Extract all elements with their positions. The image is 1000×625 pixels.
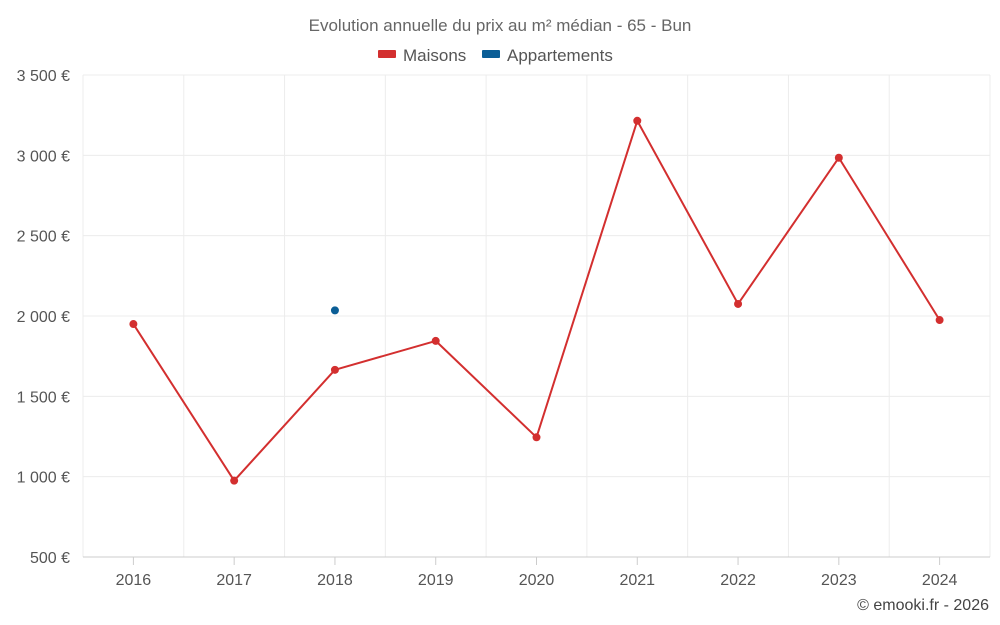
y-tick-label: 3 500 € <box>17 68 70 85</box>
credit-text: © emooki.fr - 2026 <box>857 597 989 614</box>
x-tick-label: 2017 <box>216 572 252 589</box>
series <box>129 116 944 485</box>
x-tick-label: 2020 <box>519 572 555 589</box>
data-point-maisons-2021[interactable] <box>633 116 642 125</box>
y-tick-label: 2 500 € <box>17 229 70 246</box>
legend-item-appartements[interactable]: Appartements <box>482 46 613 65</box>
data-point-maisons-2022[interactable] <box>734 299 743 308</box>
chart-title: Evolution annuelle du prix au m² médian … <box>309 16 692 35</box>
data-point-maisons-2016[interactable] <box>129 320 138 329</box>
y-tick-label: 3 000 € <box>17 148 70 165</box>
x-axis-ticks: 2016 2017 2018 2019 2020 2021 2022 2023 2024 <box>116 557 958 589</box>
y-tick-label: 1 000 € <box>17 470 70 487</box>
data-point-maisons-2024[interactable] <box>935 316 944 325</box>
data-point-maisons-2018[interactable] <box>330 365 339 374</box>
legend-swatch-maisons <box>378 50 396 58</box>
x-tick-label: 2023 <box>821 572 857 589</box>
data-point-maisons-2019[interactable] <box>431 336 440 345</box>
x-tick-label: 2018 <box>317 572 353 589</box>
y-tick-label: 500 € <box>30 550 70 567</box>
x-tick-label: 2016 <box>116 572 152 589</box>
data-point-maisons-2017[interactable] <box>230 476 239 485</box>
data-point-maisons-2023[interactable] <box>834 153 843 162</box>
data-point-appartements-2018[interactable] <box>330 306 339 315</box>
legend-label-maisons[interactable]: Maisons <box>403 46 466 65</box>
legend-label-appartements[interactable]: Appartements <box>507 46 613 65</box>
series-line-maisons <box>132 119 941 482</box>
y-tick-label: 2 000 € <box>17 309 70 326</box>
legend-swatch-appartements <box>482 50 500 58</box>
data-point-maisons-2020[interactable] <box>532 433 541 442</box>
y-axis-ticks: 500 € 1 000 € 1 500 € 2 000 € 2 500 € 3 000 €… <box>17 68 70 567</box>
x-tick-label: 2021 <box>619 572 655 589</box>
y-tick-label: 1 500 € <box>17 389 70 406</box>
x-tick-label: 2024 <box>922 572 958 589</box>
x-tick-label: 2022 <box>720 572 756 589</box>
legend-item-maisons[interactable]: Maisons <box>378 46 466 65</box>
gridlines <box>82 74 991 558</box>
x-tick-label: 2019 <box>418 572 454 589</box>
legend[interactable]: Maisons Appartements <box>378 46 613 65</box>
